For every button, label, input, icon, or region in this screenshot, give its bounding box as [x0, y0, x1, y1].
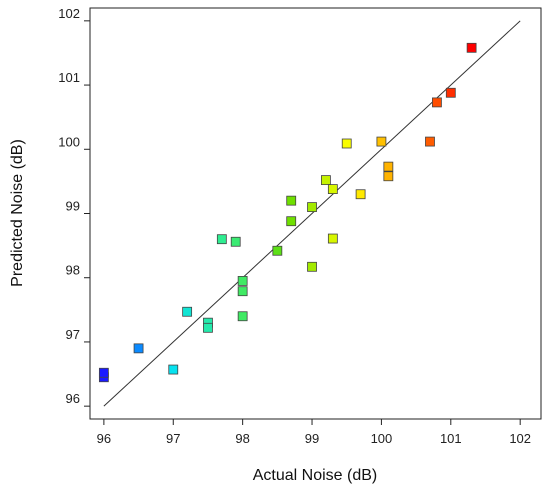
data-point — [237, 286, 248, 297]
x-tick-label: 102 — [509, 431, 531, 446]
y-tick-label: 99 — [66, 199, 80, 214]
data-point — [383, 161, 394, 172]
data-point — [203, 322, 213, 333]
data-point — [237, 276, 248, 286]
x-axis-ticks: 96 97 98 99 100 101 102 — [97, 419, 531, 446]
y-tick-label: 96 — [66, 391, 80, 406]
data-point — [376, 136, 387, 147]
data-point — [341, 138, 352, 149]
data-point — [133, 343, 144, 354]
data-point — [307, 202, 317, 212]
y-tick-label: 97 — [66, 327, 80, 342]
data-point — [432, 97, 442, 108]
data-point — [383, 171, 394, 182]
x-tick-label: 97 — [166, 431, 180, 446]
x-tick-label: 100 — [371, 431, 393, 446]
data-point — [445, 87, 456, 98]
data-point — [307, 261, 317, 272]
data-point — [182, 306, 193, 317]
y-tick-label: 101 — [58, 70, 80, 85]
data-points — [98, 42, 477, 383]
data-point — [286, 216, 297, 227]
x-tick-label: 98 — [235, 431, 249, 446]
data-point — [168, 364, 179, 375]
data-point — [327, 184, 338, 194]
x-tick-label: 99 — [305, 431, 319, 446]
y-axis-title: Predicted Noise (dB) — [9, 139, 26, 287]
y-axis-ticks: 96 97 98 99 100 101 102 — [58, 6, 90, 407]
data-point — [466, 42, 477, 53]
data-point — [272, 245, 283, 256]
x-tick-label: 101 — [440, 431, 462, 446]
plot-area-frame — [89, 7, 542, 420]
data-point — [98, 367, 109, 378]
data-point — [216, 234, 227, 245]
data-point — [237, 311, 248, 322]
data-point — [321, 175, 331, 186]
y-tick-label: 102 — [58, 6, 80, 21]
y-tick-label: 98 — [66, 263, 80, 278]
x-tick-label: 96 — [97, 431, 111, 446]
data-point — [425, 136, 435, 147]
data-point — [327, 233, 338, 244]
data-point — [286, 195, 297, 206]
data-point — [230, 236, 241, 247]
x-axis-title: Actual Noise (dB) — [253, 467, 378, 484]
reference-line-y-equals-x — [103, 20, 521, 407]
y-tick-label: 100 — [58, 134, 80, 149]
data-point — [355, 189, 366, 200]
